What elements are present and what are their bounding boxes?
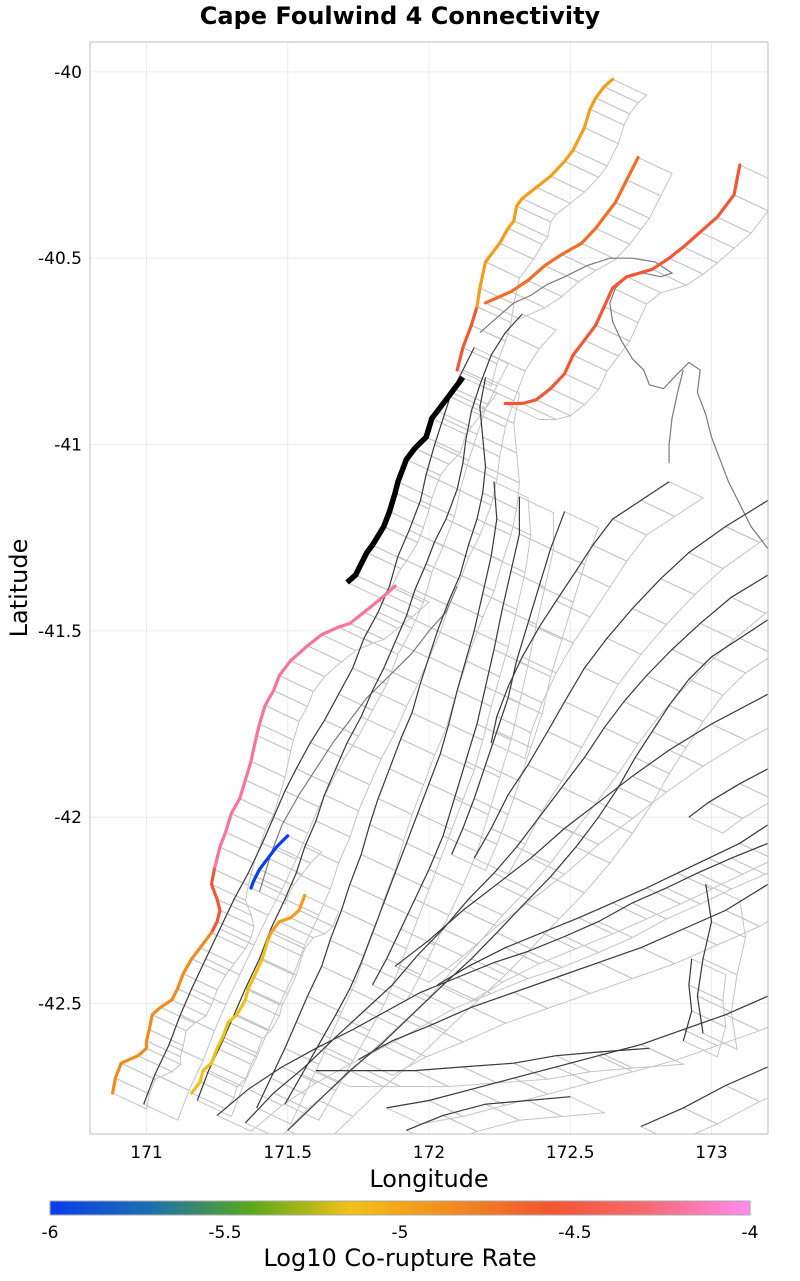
fault-trace <box>256 377 487 1109</box>
colorbar-ticks: -6 -5.5 -5 -4.5 -4 <box>42 1223 759 1243</box>
coastline-layer <box>258 257 768 892</box>
coastline <box>668 369 684 464</box>
connected-section <box>111 931 214 1095</box>
colorbar-tick-label: -4 <box>742 1223 759 1243</box>
y-axis-ticks: -40 -40.5 -41 -41.5 -42 -42.5 <box>38 63 82 1015</box>
connected-sections-layer <box>111 77 742 1095</box>
x-tick-label: 173 <box>695 1143 727 1163</box>
x-tick-label: 171 <box>130 1143 162 1163</box>
fault-trace <box>406 1096 571 1131</box>
coastline <box>258 585 458 892</box>
fault-trace <box>216 842 768 1116</box>
fault-trace <box>386 995 768 1109</box>
colorbar-tick-label: -5 <box>392 1223 409 1243</box>
connected-section <box>266 893 307 942</box>
fault-trace <box>394 693 768 967</box>
fault-trace <box>284 481 498 1105</box>
connected-section <box>209 867 222 935</box>
fault-trace <box>196 313 523 1101</box>
fault-trace <box>640 1066 768 1128</box>
x-tick-label: 172.5 <box>546 1143 595 1163</box>
fault-trace <box>696 884 713 1034</box>
fault-trace <box>451 511 566 855</box>
connected-section <box>190 938 270 1095</box>
chart-title: Cape Foulwind 4 Connectivity <box>199 2 601 30</box>
connected-section <box>249 834 290 890</box>
colorbar-label: Log10 Co-rupture Rate <box>263 1244 536 1272</box>
connected-section <box>483 155 640 305</box>
connected-section <box>503 163 742 406</box>
fault-trace <box>473 499 768 859</box>
x-tick-label: 172 <box>413 1143 445 1163</box>
colorbar-tick-label: -6 <box>42 1223 59 1243</box>
x-tick-label: 171.5 <box>263 1143 312 1163</box>
connected-section <box>212 584 397 871</box>
fault-trace <box>143 347 475 1105</box>
fault-trace <box>437 824 768 986</box>
target-section-layer <box>345 375 466 585</box>
y-tick-label: -42 <box>54 808 82 828</box>
fault-trace <box>316 1047 650 1072</box>
fault-trace <box>682 958 693 1041</box>
colorbar <box>49 1200 751 1216</box>
y-tick-label: -41 <box>54 436 82 456</box>
fault-trace <box>490 481 670 743</box>
colorbar-tick-label: -5.5 <box>208 1223 241 1243</box>
x-axis-label: Longitude <box>369 1165 488 1193</box>
plot-frame <box>89 41 769 1135</box>
fault-trace <box>358 883 768 1061</box>
y-tick-label: -42.5 <box>38 995 82 1015</box>
target-section <box>345 375 466 585</box>
connected-section <box>475 77 615 309</box>
y-tick-label: -40.5 <box>38 249 82 269</box>
x-axis-ticks: 171 171.5 172 172.5 173 <box>130 1143 727 1163</box>
fault-network-layer <box>143 313 768 1131</box>
fault-trace <box>371 496 520 986</box>
y-axis-label: Latitude <box>5 539 33 638</box>
connected-section <box>455 305 479 372</box>
coastline <box>479 257 768 550</box>
colorbar-tick-label: -4.5 <box>558 1223 591 1243</box>
fault-trace <box>244 574 768 1124</box>
y-tick-label: -41.5 <box>38 622 82 642</box>
y-tick-label: -40 <box>54 63 82 83</box>
fault-trace <box>287 619 768 1131</box>
fault-trace <box>688 768 768 818</box>
